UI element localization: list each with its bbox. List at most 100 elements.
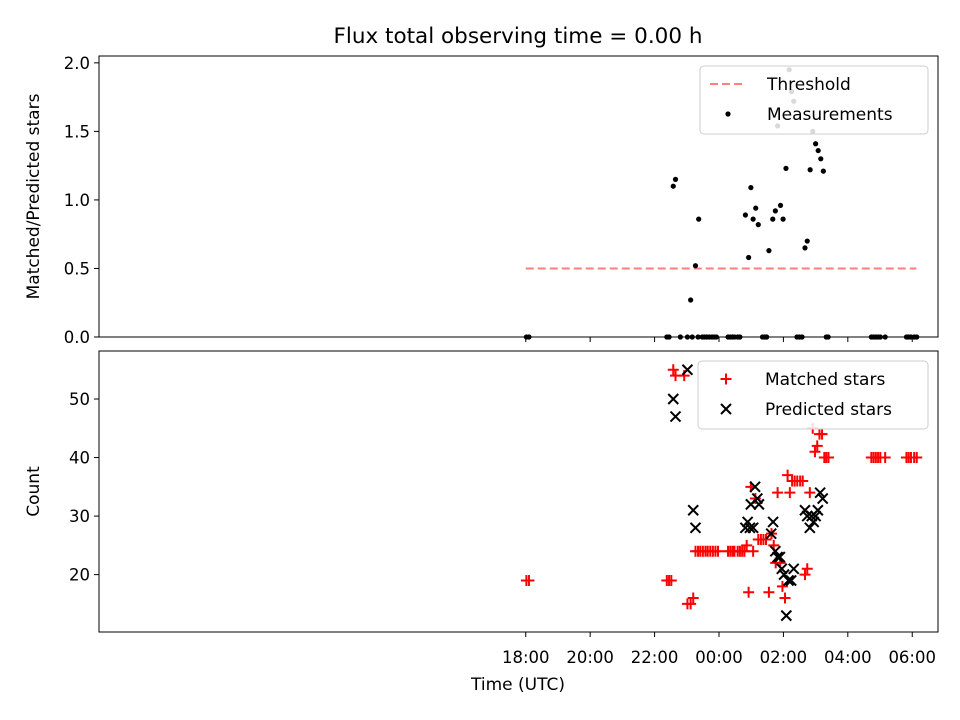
predicted-star-point	[774, 551, 786, 563]
legend-box	[699, 65, 929, 135]
measurement-point	[748, 184, 754, 191]
predicted-star-point	[804, 522, 816, 534]
legend-x-swatch	[720, 403, 732, 415]
matched-star-point	[809, 446, 821, 458]
measurement-point	[807, 167, 813, 173]
y-tick-label: 40	[69, 449, 90, 468]
predicted-star-point	[809, 510, 822, 522]
predicted-star-point	[776, 563, 788, 575]
matched-stars-series	[520, 364, 923, 610]
matched-star-point	[801, 563, 813, 575]
legend: Threshold Measurements	[699, 65, 929, 135]
predicted-star-point	[753, 498, 765, 511]
predicted-star-point	[747, 522, 759, 534]
x-tick-label: 00:00	[695, 648, 743, 667]
axes-frame	[98, 350, 939, 633]
predicted-star-point	[788, 563, 800, 575]
measurement-point	[813, 141, 819, 147]
measurement-point	[783, 165, 789, 171]
matched-star-point	[741, 539, 753, 551]
measurement-point	[746, 254, 752, 261]
y-tick-label: 20	[69, 566, 90, 585]
measurement-point	[777, 202, 784, 209]
matched-star-point	[760, 534, 772, 546]
predicted-star-point	[812, 504, 824, 516]
legend-box	[697, 360, 929, 430]
measurement-point	[750, 216, 756, 222]
legend: Matched stars Predicted stars	[697, 360, 929, 430]
y-tick-label: 30	[69, 507, 90, 526]
y-axis-label: Matched/Predicted stars	[24, 93, 44, 299]
matched-star-point	[712, 545, 724, 557]
predicted-star-point	[765, 527, 777, 540]
measurement-point	[688, 297, 694, 303]
y-tick-label: 2.0	[64, 54, 90, 73]
y-tick-label: 50	[69, 390, 90, 409]
measurement-point	[753, 205, 759, 211]
predicted-star-point	[816, 492, 829, 505]
y-axis-label: Count	[24, 466, 44, 517]
axes-frame	[98, 55, 939, 338]
counts-panel: 20 30 40 50 18:00 20:00 22:00 00:00 02:00 04:00 06…	[24, 350, 939, 667]
matched-star-point	[667, 364, 679, 376]
measurement-point	[802, 245, 808, 251]
matched-star-point	[799, 569, 811, 581]
y-tick-label: 0.0	[64, 328, 90, 347]
matched-star-point	[811, 440, 823, 452]
legend-label: Measurements	[767, 105, 893, 125]
measurement-point	[672, 176, 679, 182]
measurement-point	[780, 216, 786, 222]
predicted-star-point	[669, 410, 682, 423]
matched-star-point	[763, 586, 775, 598]
matched-star-point	[747, 545, 759, 557]
matched-star-point	[784, 487, 796, 499]
matched-star-point	[776, 580, 788, 592]
x-tick-label: 02:00	[760, 648, 808, 667]
measurement-point	[755, 222, 761, 228]
measurement-point	[804, 238, 810, 244]
measurement-point	[815, 147, 821, 154]
matched-star-point	[816, 428, 828, 440]
matched-star-point	[804, 487, 816, 499]
matched-star-point	[687, 592, 699, 604]
x-tick-label: 04:00	[824, 648, 872, 667]
legend-label: Matched stars	[765, 370, 885, 390]
x-tick-label: 20:00	[566, 648, 614, 667]
predicted-star-point	[785, 574, 797, 587]
measurement-point	[670, 183, 676, 189]
measurement-point	[742, 212, 749, 218]
matched-star-point	[879, 452, 891, 464]
predicted-star-point	[749, 481, 761, 493]
ratio-panel: 0.0 0.5 1.0 1.5 2.0 Matched/Predicted stars Th…	[24, 54, 939, 347]
x-axis-label: Time (UTC)	[470, 675, 565, 695]
measurement-point	[766, 248, 772, 254]
legend-label: Threshold	[766, 75, 851, 95]
matched-star-point	[665, 574, 677, 586]
predicted-star-point	[782, 574, 795, 587]
predicted-star-point	[767, 516, 779, 528]
predicted-star-point	[681, 364, 694, 376]
x-tick-label: 22:00	[631, 648, 679, 667]
predicted-star-point	[744, 522, 756, 534]
x-tick-label: 18:00	[502, 648, 550, 667]
chart-title: Flux total observing time = 0.00 h	[334, 24, 703, 49]
legend-plus-swatch	[720, 373, 732, 385]
predicted-star-point	[667, 393, 679, 405]
measurement-point	[770, 216, 776, 222]
measurement-point	[696, 216, 702, 222]
predicted-stars-series	[667, 364, 829, 622]
measurement-point	[818, 156, 824, 162]
matched-star-point	[782, 469, 794, 481]
predicted-star-point	[689, 522, 702, 534]
matched-star-point	[797, 475, 809, 487]
matched-star-point	[523, 574, 535, 586]
predicted-star-point	[780, 609, 793, 622]
measurement-point	[772, 208, 778, 214]
matched-star-point	[772, 487, 784, 499]
y-tick-label: 1.0	[64, 191, 90, 210]
legend-dot-swatch	[725, 111, 731, 117]
y-tick-label: 1.5	[64, 122, 90, 141]
measurement-point	[820, 168, 826, 174]
predicted-star-point	[814, 486, 826, 499]
